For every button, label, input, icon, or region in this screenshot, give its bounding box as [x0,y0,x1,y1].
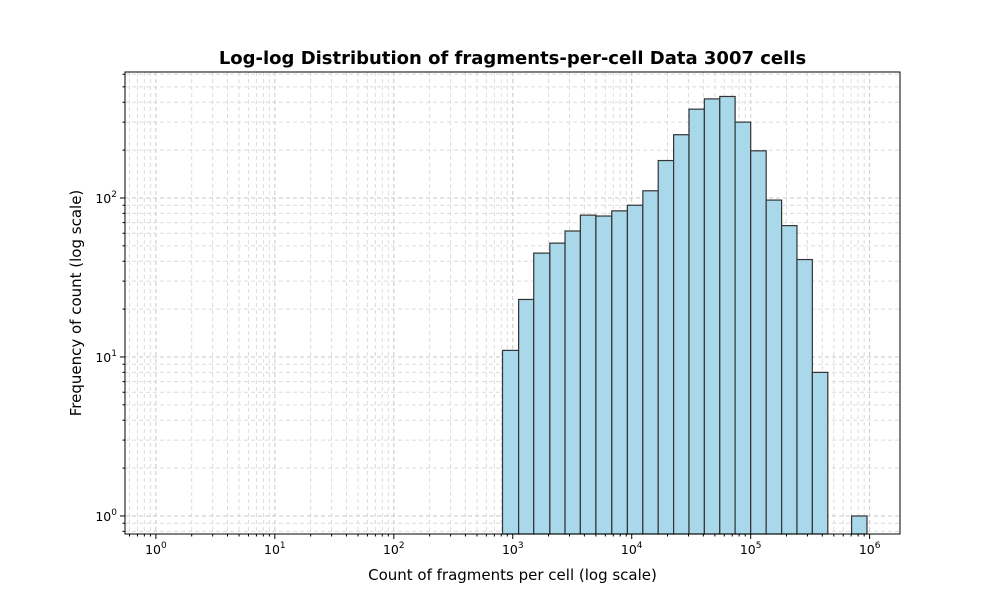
histogram-bar [765,199,783,535]
x-axis-label: Count of fragments per cell (log scale) [368,566,657,584]
x-tick-label: 101 [264,541,286,557]
chart-title: Log-log Distribution of fragments-per-ce… [219,48,806,69]
histogram-bar [703,98,721,535]
y-tick-label: 100 [95,508,117,524]
histogram-bar [781,225,798,535]
histogram-bar [611,210,629,535]
x-tick-labels: 100 101 102 103 104 105 106 [145,541,881,557]
y-axis-label: Frequency of count (log scale) [67,190,85,417]
histogram-bar [673,134,690,535]
histogram-bar [564,230,581,535]
histogram-bar [734,121,752,535]
x-tick-label: 100 [145,541,167,557]
histogram-bar [719,95,736,535]
histogram-bar [657,159,675,535]
histogram-bar [518,298,535,535]
x-tick-label: 103 [502,541,524,557]
histogram-bar [750,150,767,535]
x-tick-label: 104 [621,541,643,557]
x-tick-label: 106 [859,541,881,557]
histogram-bar [642,190,659,535]
histogram-bars [501,95,868,535]
y-tick-label: 101 [95,349,117,365]
y-tick-labels: 100 101 102 [95,190,117,524]
x-tick-label: 105 [740,541,762,557]
histogram-bar [579,214,597,535]
histogram-bar [533,252,551,535]
histogram-bar [688,108,705,535]
axis-ticks [120,73,871,539]
histogram-bar [796,258,813,535]
x-tick-label: 102 [383,541,405,557]
histogram-bar [850,515,868,535]
histogram-bar [626,204,644,535]
y-tick-label: 102 [95,190,117,206]
histogram-bar [811,371,829,535]
histogram-bar [595,215,613,535]
histogram-bar [549,242,566,535]
histogram-bar [501,349,520,535]
